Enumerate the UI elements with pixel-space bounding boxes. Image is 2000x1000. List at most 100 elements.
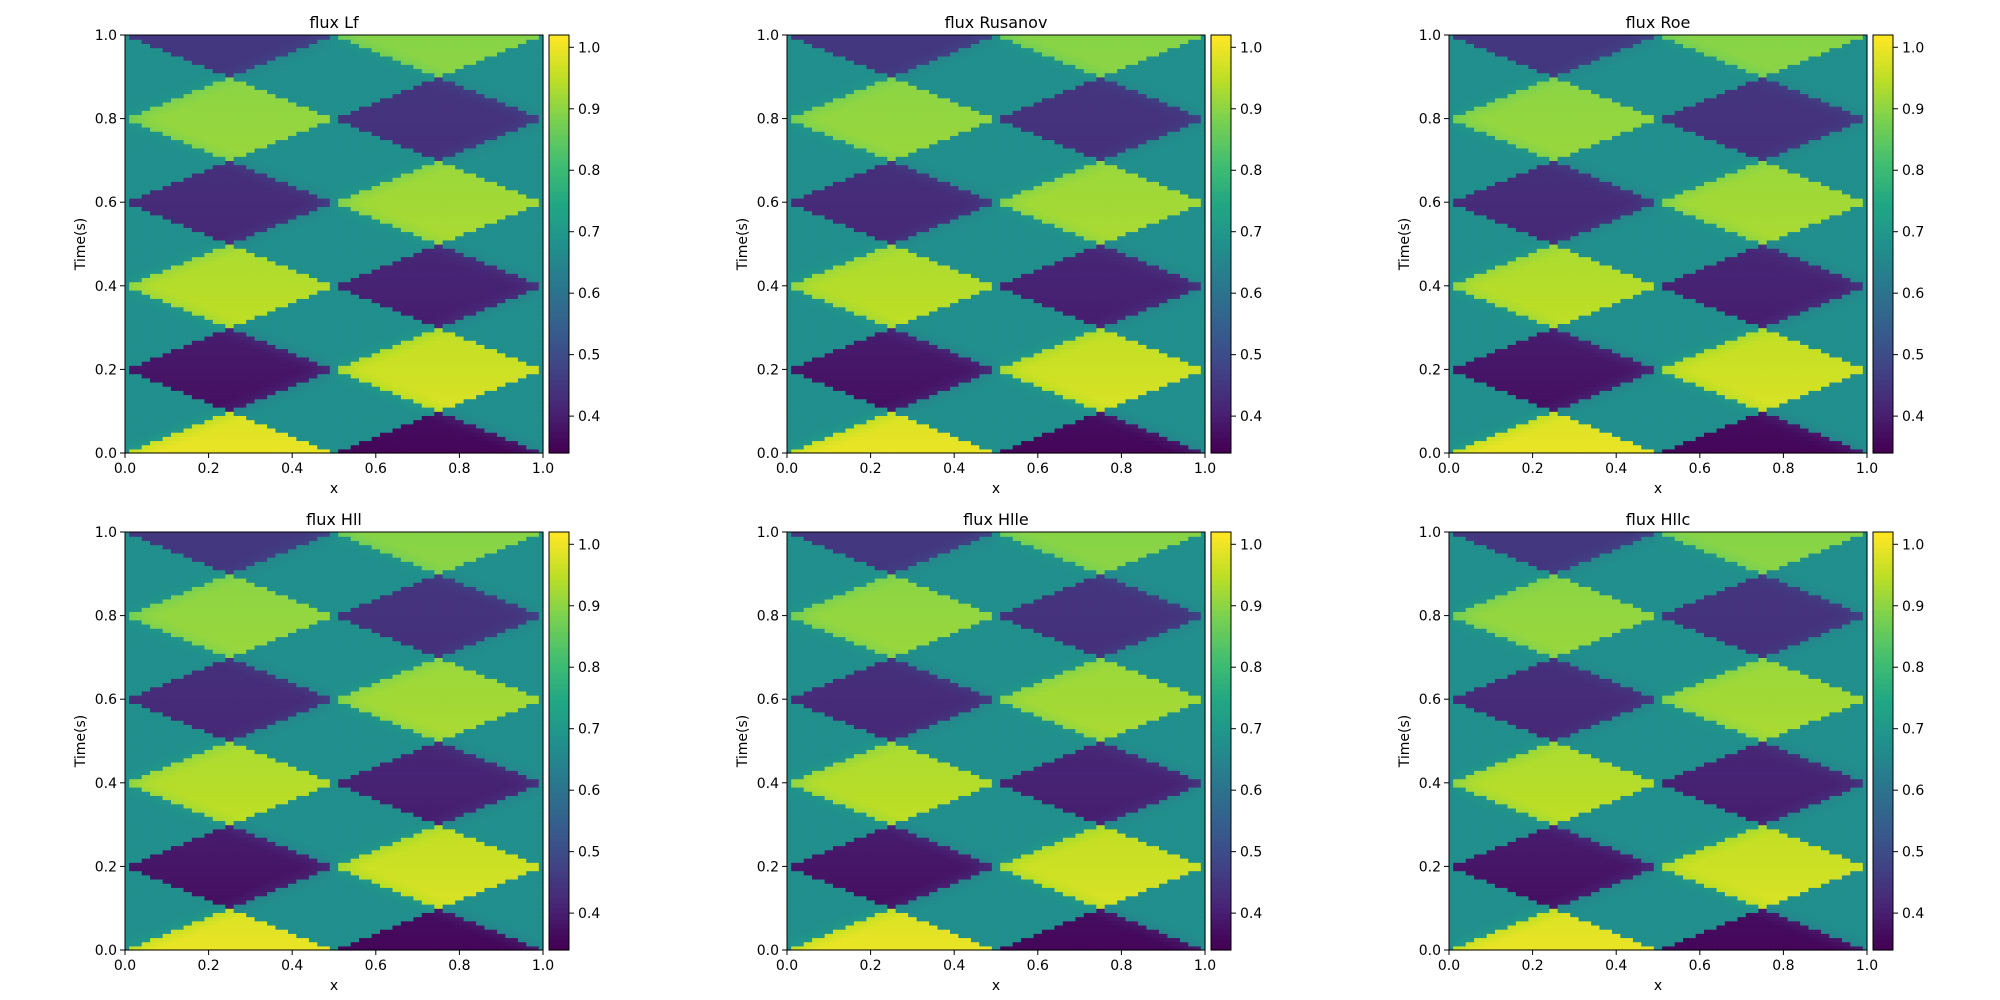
heatmap-cell — [326, 411, 331, 416]
heatmap-cell — [326, 311, 331, 316]
heatmap-cell — [221, 344, 226, 349]
heatmap-cell — [413, 436, 418, 441]
heatmap-cell — [234, 290, 239, 295]
heatmap-cell — [468, 378, 473, 383]
heatmap-cell — [309, 353, 314, 358]
heatmap-cell — [518, 407, 523, 412]
heatmap-cell — [472, 420, 477, 425]
heatmap-cell — [326, 269, 331, 274]
heatmap-cell — [359, 420, 364, 425]
heatmap-cell — [367, 311, 372, 316]
heatmap-cell — [347, 261, 352, 266]
heatmap-cell — [363, 365, 368, 370]
heatmap-cell — [263, 319, 268, 324]
heatmap-cell — [163, 277, 168, 282]
heatmap-cell — [372, 394, 377, 399]
heatmap-cell — [184, 344, 189, 349]
heatmap-cell — [413, 294, 418, 299]
heatmap-cell — [163, 298, 168, 303]
heatmap-cell — [501, 248, 506, 253]
heatmap-cell — [200, 315, 205, 320]
heatmap-cell — [255, 282, 260, 287]
heatmap-cell — [405, 382, 410, 387]
heatmap-cell — [426, 257, 431, 262]
heatmap-cell — [175, 365, 180, 370]
heatmap-cell — [129, 415, 134, 420]
heatmap-cell — [129, 282, 134, 287]
heatmap-cell — [255, 415, 260, 420]
heatmap-cell — [309, 261, 314, 266]
heatmap-cell — [434, 399, 439, 404]
heatmap-cell — [464, 286, 469, 291]
heatmap-cell — [138, 424, 143, 429]
heatmap-cell — [288, 311, 293, 316]
heatmap-cell — [158, 394, 163, 399]
heatmap-cell — [451, 374, 456, 379]
heatmap-cell — [275, 261, 280, 266]
heatmap-cell — [409, 340, 414, 345]
heatmap-cell — [230, 386, 235, 391]
heatmap-cell — [204, 298, 209, 303]
heatmap-cell — [405, 261, 410, 266]
heatmap-cell — [351, 248, 356, 253]
heatmap-cell — [426, 298, 431, 303]
heatmap-cell — [196, 290, 201, 295]
heatmap-cell — [418, 286, 423, 291]
heatmap-cell — [259, 340, 264, 345]
heatmap-cell — [501, 394, 506, 399]
heatmap-cell — [154, 286, 159, 291]
heatmap-cell — [125, 407, 130, 412]
heatmap-cell — [372, 399, 377, 404]
heatmap-cell — [317, 374, 322, 379]
heatmap-cell — [238, 424, 243, 429]
heatmap-cell — [133, 390, 138, 395]
heatmap-cell — [217, 290, 222, 295]
heatmap-cell — [338, 298, 343, 303]
heatmap-cell — [510, 420, 515, 425]
heatmap-cell — [267, 344, 272, 349]
heatmap-cell — [305, 440, 310, 445]
heatmap-cell — [313, 340, 318, 345]
heatmap-cell — [418, 282, 423, 287]
heatmap-cell — [280, 369, 285, 374]
heatmap-cell — [526, 273, 531, 278]
heatmap-cell — [439, 294, 444, 299]
heatmap-cell — [376, 298, 381, 303]
heatmap-cell — [334, 374, 339, 379]
heatmap-cell — [296, 374, 301, 379]
heatmap-cell — [451, 411, 456, 416]
heatmap-cell — [338, 303, 343, 308]
heatmap-cell — [363, 265, 368, 270]
heatmap-cell — [493, 361, 498, 366]
heatmap-cell — [246, 311, 251, 316]
heatmap-cell — [171, 244, 176, 249]
heatmap-cell — [405, 399, 410, 404]
heatmap-cell — [468, 344, 473, 349]
heatmap-cell — [288, 340, 293, 345]
heatmap-cell — [355, 286, 360, 291]
heatmap-cell — [397, 286, 402, 291]
heatmap-cell — [476, 369, 481, 374]
heatmap-cell — [129, 273, 134, 278]
heatmap-cell — [179, 357, 184, 362]
heatmap-cell — [439, 328, 444, 333]
heatmap-cell — [351, 369, 356, 374]
heatmap-cell — [234, 298, 239, 303]
heatmap-cell — [372, 445, 377, 450]
heatmap-cell — [501, 290, 506, 295]
heatmap-cell — [184, 403, 189, 408]
heatmap-cell — [393, 319, 398, 324]
heatmap-cell — [234, 411, 239, 416]
heatmap-cell — [305, 328, 310, 333]
heatmap-cell — [133, 265, 138, 270]
heatmap-cell — [338, 374, 343, 379]
heatmap-cell — [384, 386, 389, 391]
heatmap-cell — [535, 344, 540, 349]
heatmap-cell — [405, 440, 410, 445]
heatmap-cell — [430, 252, 435, 257]
heatmap-cell — [271, 378, 276, 383]
heatmap-cell — [405, 328, 410, 333]
heatmap-cell — [133, 353, 138, 358]
heatmap-cell — [267, 369, 272, 374]
heatmap-cell — [459, 257, 464, 262]
